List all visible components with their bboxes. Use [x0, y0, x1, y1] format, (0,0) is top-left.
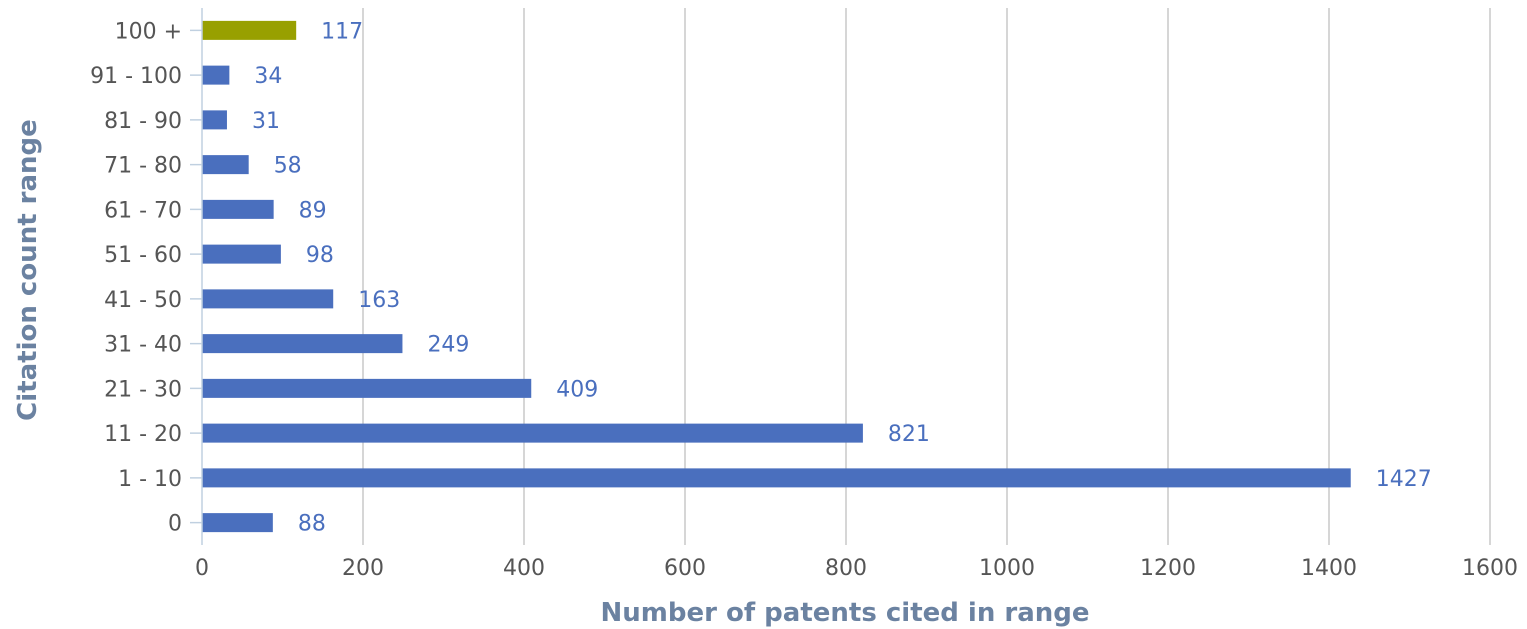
data-label: 88: [298, 512, 326, 537]
y-tick-label: 41 - 50: [104, 288, 182, 313]
data-labels: 117 34 31 58 89 98 163 249 409 821 1427 88: [252, 19, 1432, 536]
bar: [202, 20, 297, 40]
data-label: 98: [306, 243, 334, 268]
bar: [202, 199, 274, 219]
y-tick-label: 91 - 100: [90, 64, 182, 89]
x-axis: 0 200 400 600 800 1000 1200 1400 1600: [195, 556, 1518, 581]
data-label: 409: [556, 377, 598, 402]
bar: [202, 513, 273, 533]
y-tick-label: 11 - 20: [104, 422, 182, 447]
x-tick-label: 600: [664, 556, 706, 581]
bar: [202, 423, 863, 443]
data-label: 117: [321, 19, 363, 44]
y-tick-label: 71 - 80: [104, 154, 182, 179]
y-tick-label: 100 +: [115, 19, 182, 44]
x-tick-label: 1600: [1462, 556, 1518, 581]
y-axis-title: Citation count range: [13, 119, 43, 421]
x-tick-label: 800: [825, 556, 867, 581]
x-tick-label: 1200: [1140, 556, 1196, 581]
bar: [202, 65, 230, 85]
data-label: 89: [299, 198, 327, 223]
y-axis: 100 + 91 - 100 81 - 90 71 - 80 61 - 70 51 - 6…: [90, 8, 203, 545]
bar: [202, 244, 281, 264]
bar: [202, 289, 334, 309]
x-axis-title: Number of patents cited in range: [600, 598, 1090, 628]
bar: [202, 378, 532, 398]
data-label: 821: [888, 422, 930, 447]
bar: [202, 155, 249, 175]
y-tick-label: 1 - 10: [118, 467, 182, 492]
data-label: 249: [427, 333, 469, 358]
y-tick-label: 21 - 30: [104, 377, 182, 402]
data-label: 1427: [1376, 467, 1432, 492]
y-tick-label: 61 - 70: [104, 198, 182, 223]
x-tick-label: 0: [195, 556, 209, 581]
x-tick-label: 200: [342, 556, 384, 581]
y-tick-label: 31 - 40: [104, 333, 182, 358]
bars: [202, 20, 1351, 533]
bar: [202, 468, 1351, 488]
y-tick-label: 81 - 90: [104, 109, 182, 134]
x-tick-label: 1400: [1301, 556, 1357, 581]
data-label: 31: [252, 109, 280, 134]
data-label: 58: [274, 154, 302, 179]
bar: [202, 334, 403, 354]
data-label: 34: [254, 64, 282, 89]
y-tick-label: 51 - 60: [104, 243, 182, 268]
gridlines: [362, 8, 1491, 545]
x-tick-label: 1000: [979, 556, 1035, 581]
y-tick-label: 0: [168, 512, 182, 537]
bar: [202, 110, 227, 130]
data-label: 163: [358, 288, 400, 313]
x-tick-label: 400: [503, 556, 545, 581]
